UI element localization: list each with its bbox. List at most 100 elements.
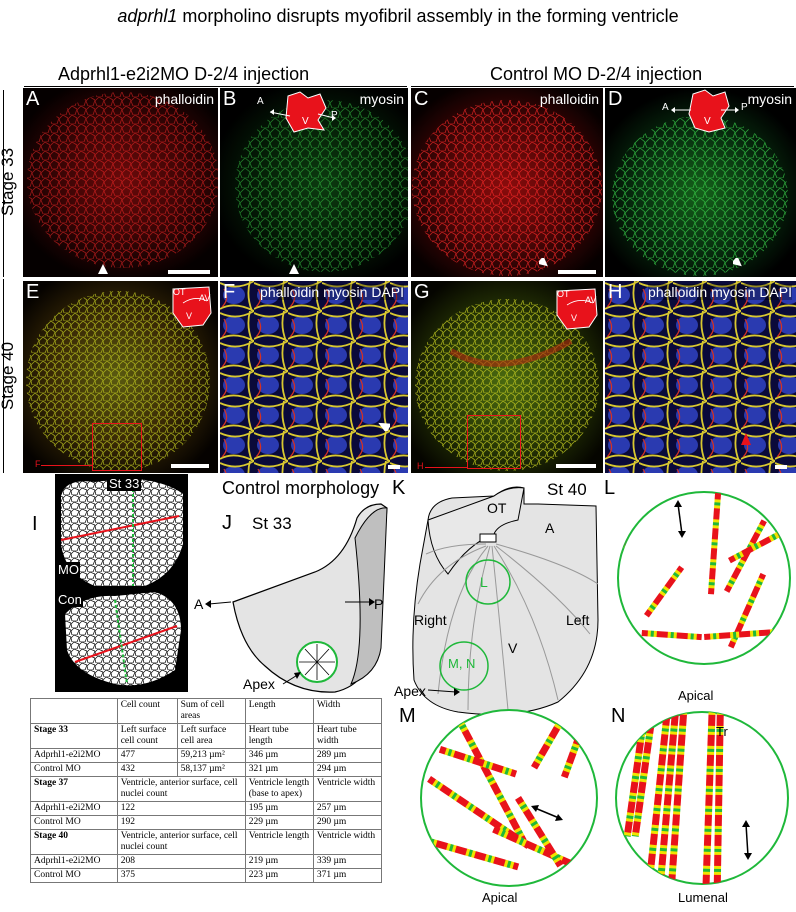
micrograph-D: D myosin A V P [605, 88, 796, 277]
panel-letter-A: A [26, 88, 40, 110]
heart-schematic-icon [671, 89, 739, 133]
table-cell: Cell count [116, 698, 178, 724]
panel-N-tr: Tr [716, 724, 728, 739]
myofibril-diagram-N [615, 711, 789, 885]
zoom-box [467, 415, 521, 469]
table-row: Stage 33 Left surface cell count Left surf… [30, 723, 383, 749]
panel-letter-H: H [608, 281, 623, 303]
scale-bar [558, 270, 596, 274]
arrowhead-icon [289, 264, 299, 274]
table-cell: Adprhl1-e2i2MO [30, 854, 118, 869]
panel-K-ot: OT [487, 500, 507, 516]
panel-I-mo-label: MO [57, 562, 80, 577]
panel-J-p: P [374, 596, 384, 612]
inset-label-v: V [704, 116, 711, 127]
panel-L-caption: Apical [678, 688, 714, 703]
stain-label-B: myosin [359, 91, 404, 107]
table-cell: Ventricle, anterior surface, cell nuclei… [116, 829, 246, 855]
micrograph-F: F phalloidin myosin DAPI [220, 281, 408, 473]
table-cell: 58,137 µm² [176, 762, 246, 777]
heart-tube-diagram [205, 503, 388, 693]
scale-bar [775, 465, 787, 469]
table-cell: 477 [116, 748, 178, 763]
table-cell: 346 µm [244, 748, 314, 763]
table-cell: 229 µm [244, 815, 314, 830]
panel-letter-B: B [223, 88, 237, 110]
micrograph-G: G OT AV V H [411, 281, 603, 473]
table-cell: Ventricle length (base to apex) [244, 776, 314, 802]
control-morphology-header: Control morphology [222, 478, 380, 498]
panel-K-l: L [480, 574, 488, 590]
arrowhead-icon [378, 422, 390, 431]
table-cell: 321 µm [244, 762, 314, 777]
table-cell: Width [312, 698, 383, 724]
table-cell: 289 µm [312, 748, 383, 763]
arrowhead-icon [98, 264, 108, 274]
scale-bar [388, 465, 400, 469]
inset-label-p: P [741, 102, 748, 113]
table-cell: Length [244, 698, 314, 724]
table-cell: Control MO [30, 868, 118, 883]
table-cell: Heart tube length [244, 723, 314, 749]
panel-I-stage: St 33 [107, 476, 142, 491]
zoom-box-leader [425, 467, 467, 468]
table-cell: Control MO [30, 762, 118, 777]
heart-schematic-icon [556, 288, 598, 330]
group-label-control: Control MO D-2/4 injection [490, 64, 703, 84]
micrograph-A: A phalloidin [23, 88, 218, 277]
table-cell: 219 µm [244, 854, 314, 869]
inset-label-v: V [571, 313, 578, 323]
figure-title: adprhl1 morpholino disrupts myofibril as… [117, 6, 679, 26]
panel-letter-N: N [611, 705, 626, 727]
table-cell: Adprhl1-e2i2MO [30, 801, 118, 816]
table-cell: 290 µm [312, 815, 383, 830]
panel-K-a: A [545, 520, 555, 536]
panel-letter-L: L [604, 477, 616, 499]
segmentation-panel-I: St 33 MO Con [55, 474, 188, 692]
panel-M-caption: Apical [482, 890, 518, 905]
myofibril-diagram-L [617, 491, 791, 665]
arrowhead-icon [539, 258, 548, 267]
panel-K-left: Left [566, 612, 590, 628]
stain-label-C: phalloidin [539, 91, 599, 107]
panel-K-apex: Apex [394, 683, 426, 699]
group-label-morpholino: Adprhl1-e2i2MO D-2/4 injection [58, 64, 310, 84]
scale-bar [171, 464, 209, 468]
table-cell: 192 [116, 815, 246, 830]
micrograph-B: B myosin A V P [220, 88, 408, 277]
table-cell: Heart tube width [312, 723, 383, 749]
inset-label-p: P [331, 110, 338, 121]
panel-J-stage: St 33 [252, 514, 292, 533]
zoom-box-label: H [417, 461, 424, 471]
zoom-box [92, 423, 142, 471]
table-row: Stage 40 Ventricle, anterior surface, cel… [30, 829, 383, 855]
panel-I-con-label: Con [57, 592, 83, 607]
ventricle-diagram [412, 486, 599, 715]
table-row: Adprhl1-e2i2MO 477 59,213 µm² 346 µm 289 µm [30, 748, 383, 763]
table-cell: Control MO [30, 815, 118, 830]
table-cell: 195 µm [244, 801, 314, 816]
measurements-table: Cell count Sum of cell areas Length Width St… [30, 698, 383, 883]
table-row: Control MO 432 58,137 µm² 321 µm 294 µm [30, 762, 383, 777]
table-cell: Ventricle length [244, 829, 314, 855]
stain-label-A: phalloidin [154, 91, 214, 107]
scale-bar [168, 270, 210, 274]
panel-letter-E: E [26, 281, 40, 303]
table-cell: 432 [116, 762, 178, 777]
table-cell: 375 [116, 868, 246, 883]
panel-K-v: V [508, 640, 518, 656]
arrowhead-icon [741, 433, 751, 445]
table-cell: Stage 40 [30, 829, 118, 855]
panel-letter-G: G [414, 281, 430, 303]
table-cell: Stage 33 [30, 723, 118, 749]
panel-J-a: A [194, 596, 204, 612]
table-cell: 257 µm [312, 801, 383, 816]
table-cell: 208 [116, 854, 246, 869]
table-row: Control MO 375 223 µm 371 µm [30, 868, 383, 883]
table-cell: 122 [116, 801, 246, 816]
table-row: Cell count Sum of cell areas Length Width [30, 698, 383, 724]
group-divider-right [411, 86, 794, 87]
panel-letter-J: J [222, 512, 232, 534]
table-cell [30, 698, 118, 724]
panel-letter-F: F [223, 281, 236, 303]
